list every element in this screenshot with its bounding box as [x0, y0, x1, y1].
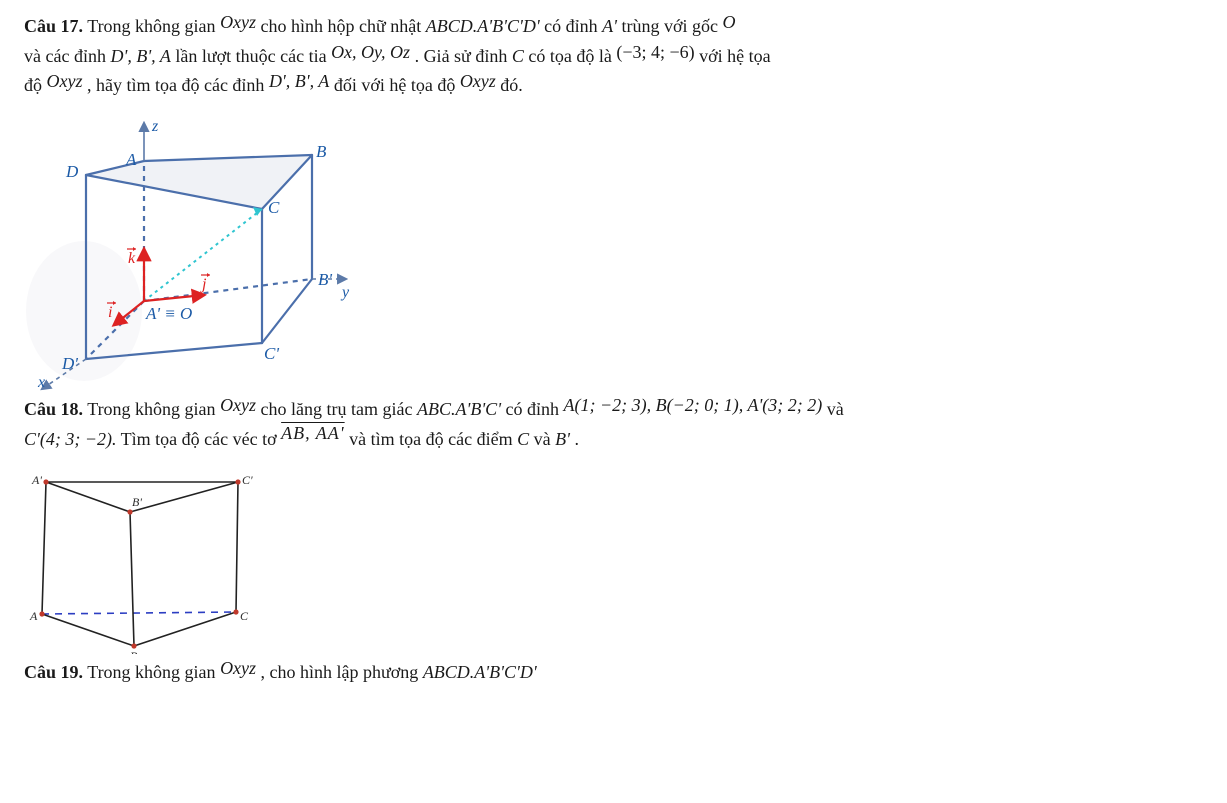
question-19: Câu 19. Trong không gian Oxyz , cho hình…: [24, 658, 1203, 688]
q17-coordC: (−3; 4; −6): [616, 42, 694, 62]
q19-label: Câu 19.: [24, 662, 83, 682]
q19-oxyz: Oxyz: [220, 658, 256, 678]
q17-t2b: lần lượt thuộc các tia: [175, 46, 331, 66]
q17-t1d: trùng với gốc: [622, 16, 723, 36]
q18-t2d: .: [574, 429, 579, 449]
q17-t1a: Trong không gian: [87, 16, 220, 36]
q17-DpBpA: D', B', A: [110, 46, 170, 66]
q18-Bp: B': [555, 429, 570, 449]
svg-text:C: C: [268, 198, 280, 217]
svg-text:z: z: [151, 118, 159, 135]
svg-text:i: i: [108, 304, 112, 321]
q18-Cc: C: [517, 429, 529, 449]
q17-label: Câu 17.: [24, 16, 83, 36]
svg-text:A: A: [29, 609, 38, 623]
question-18: Câu 18. Trong không gian Oxyz cho lăng t…: [24, 395, 1203, 454]
svg-cube: A B C D A' ≡ O B' C' D' z y x i j k: [24, 111, 354, 391]
q17-t3d: đó.: [500, 75, 523, 95]
svg-text:B': B': [318, 270, 332, 289]
svg-prism: A B C A' B' C': [24, 464, 264, 654]
svg-text:C': C': [264, 344, 279, 363]
svg-text:B: B: [130, 649, 138, 654]
q17-O: O: [723, 12, 736, 32]
q18-pts2: C'(4; 3; −2).: [24, 429, 116, 449]
q18-t1d: và: [827, 399, 844, 419]
q17-C: C: [512, 46, 524, 66]
svg-text:A' ≡ O: A' ≡ O: [145, 304, 192, 323]
q18-prism: ABC.A'B'C': [417, 399, 501, 419]
q18-vecs: AB, AA': [281, 423, 345, 443]
svg-text:B: B: [316, 142, 327, 161]
q18-t2c: và: [534, 429, 556, 449]
q17-t2e: với hệ tọa: [699, 46, 771, 66]
q17-box: ABCD.A'B'C'D': [426, 16, 540, 36]
question-17: Câu 17. Trong không gian Oxyz cho hình h…: [24, 12, 1203, 101]
q18-t1b: cho lăng trụ tam giác: [261, 399, 417, 419]
q17-t3c: đối với hệ tọa độ: [334, 75, 460, 95]
q17-t3b: , hãy tìm tọa độ các đỉnh: [87, 75, 269, 95]
q17-oxyz-2: Oxyz: [47, 71, 83, 91]
q17-t3a: độ: [24, 75, 47, 95]
q17-t1b: cho hình hộp chữ nhật: [261, 16, 426, 36]
svg-text:C': C': [242, 473, 253, 487]
q17-t2d: có tọa độ là: [528, 46, 616, 66]
svg-text:D: D: [65, 162, 79, 181]
q18-oxyz: Oxyz: [220, 395, 256, 415]
diagram-prism: A B C A' B' C': [24, 464, 1203, 654]
diagram-cube: A B C D A' ≡ O B' C' D' z y x i j k: [24, 111, 1203, 391]
q19-t1a: Trong không gian: [87, 662, 220, 682]
q17-oxyz-3: Oxyz: [460, 71, 496, 91]
svg-text:A': A': [31, 473, 42, 487]
q17-oxyz-1: Oxyz: [220, 12, 256, 32]
svg-text:k: k: [128, 250, 136, 267]
q19-cube: ABCD.A'B'C'D': [423, 662, 537, 682]
q17-Ap: A': [602, 16, 617, 36]
svg-text:C: C: [240, 609, 249, 623]
svg-text:D': D': [61, 354, 78, 373]
q17-DpBpA-2: D', B', A: [269, 71, 329, 91]
q18-t1c: có đỉnh: [506, 399, 564, 419]
q18-t2b: và tìm tọa độ các điểm: [349, 429, 517, 449]
q18-pts1: A(1; −2; 3), B(−2; 0; 1), A'(3; 2; 2): [564, 395, 823, 415]
q17-t1c: có đỉnh: [544, 16, 602, 36]
q18-label: Câu 18.: [24, 399, 83, 419]
svg-text:x: x: [37, 374, 45, 391]
svg-text:j: j: [200, 276, 207, 293]
svg-text:B': B': [132, 495, 142, 509]
q17-t2a: và các đỉnh: [24, 46, 110, 66]
svg-text:A: A: [125, 150, 137, 169]
q18-t1a: Trong không gian: [87, 399, 220, 419]
q17-axes: Ox, Oy, Oz: [331, 42, 410, 62]
q19-t1b: , cho hình lập phương: [261, 662, 423, 682]
q18-t2a: Tìm tọa độ các véc tơ: [121, 429, 281, 449]
q17-t2c: . Giả sử đỉnh: [415, 46, 512, 66]
svg-text:y: y: [340, 284, 350, 301]
